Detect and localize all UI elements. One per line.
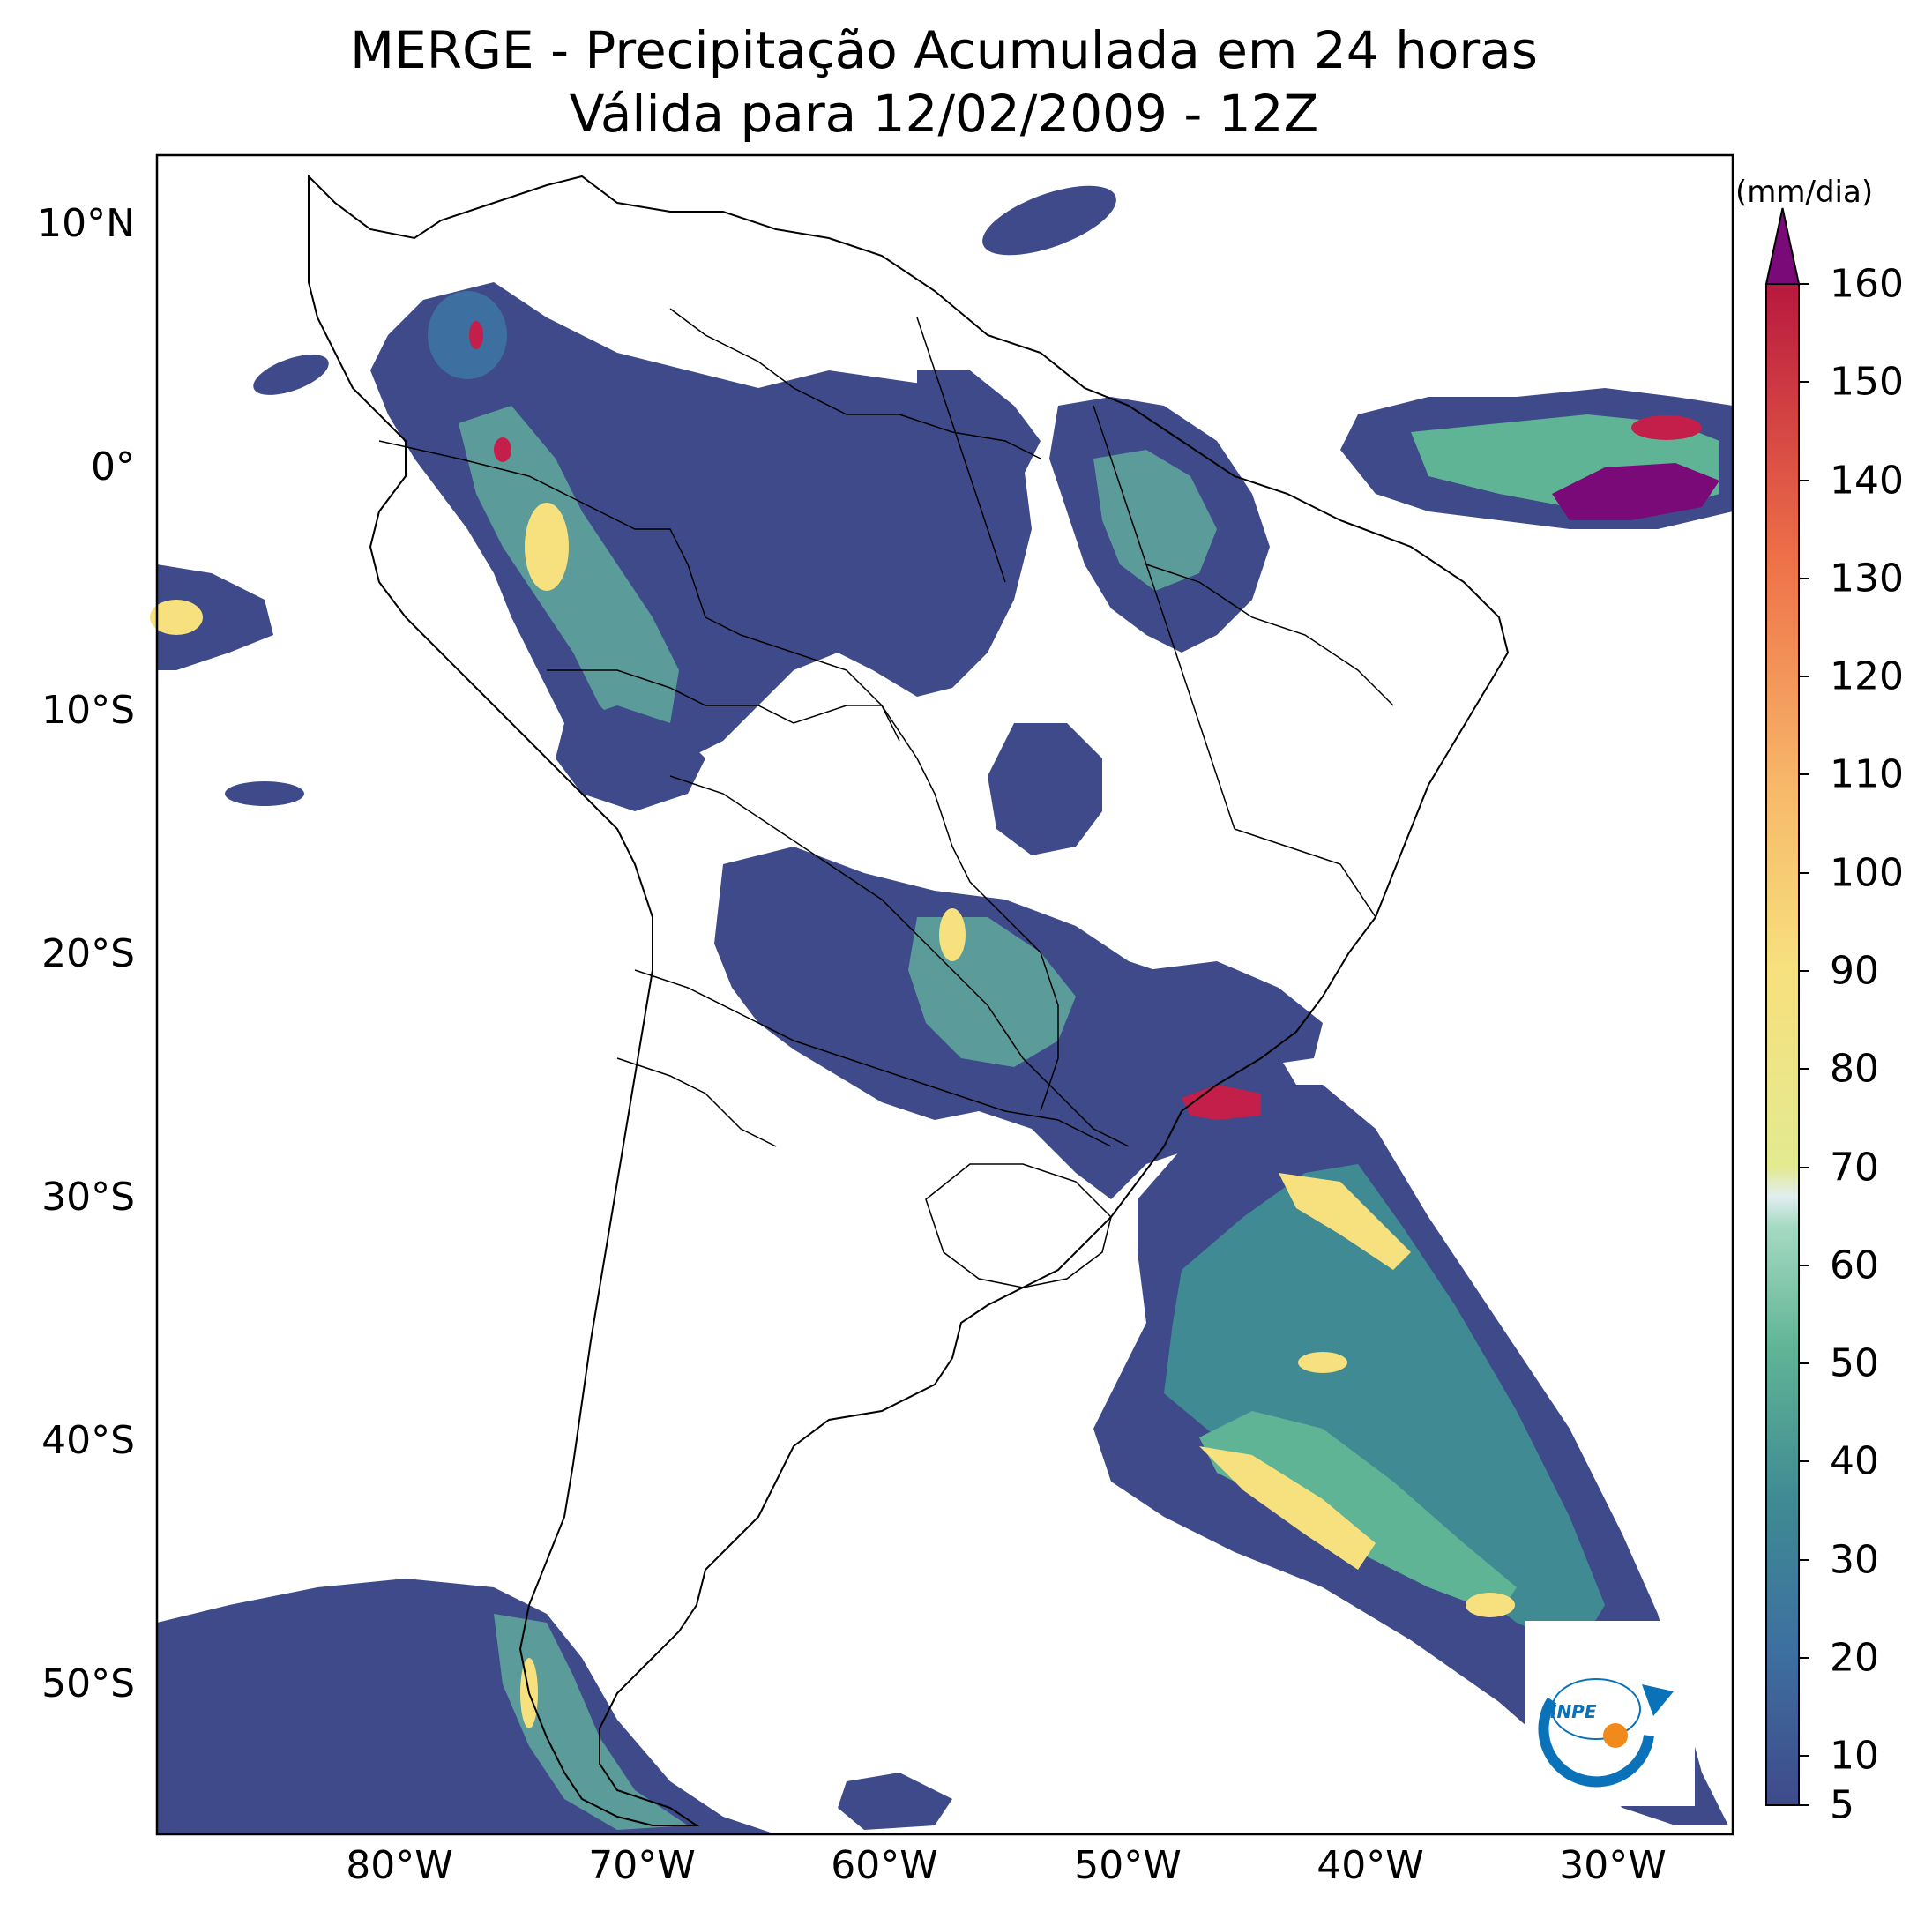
- colorbar-tick-label: 30: [1830, 1537, 1879, 1583]
- colorbar-tick-label: 50: [1830, 1340, 1879, 1386]
- colorbar-tick-label: 90: [1830, 948, 1879, 994]
- lon-label-60w: 60°W: [831, 1843, 938, 1888]
- colorbar-tick-label: 130: [1830, 556, 1904, 601]
- inpe-logo: INPE: [1525, 1621, 1695, 1806]
- precip-pacific-west: [157, 564, 273, 670]
- colorbar-tick-label: 20: [1830, 1635, 1879, 1681]
- lon-label-50w: 50°W: [1074, 1843, 1182, 1888]
- colorbar-tick-label: 70: [1830, 1145, 1879, 1191]
- colorbar-tick-mark: [1799, 1755, 1809, 1758]
- colorbar-tick-mark: [1799, 1657, 1809, 1660]
- colorbar-tick-label: 160: [1830, 261, 1904, 307]
- precip-amazon-red: [494, 437, 511, 462]
- precip-patagonia-core: [494, 1614, 688, 1830]
- lat-label-10n: 10°N: [37, 201, 135, 246]
- colorbar-tick-mark: [1799, 479, 1809, 481]
- colorbar-tick-label: 60: [1830, 1243, 1879, 1288]
- precip-roraima: [917, 370, 1041, 476]
- precip-atlantic-spot2: [1466, 1593, 1515, 1617]
- precip-malvinas: [838, 1773, 952, 1830]
- colorbar-tick-label: 120: [1830, 653, 1904, 699]
- colorbar-tick-mark: [1799, 970, 1809, 973]
- country-borders: [378, 308, 1394, 1288]
- colorbar-tick-mark: [1799, 871, 1809, 874]
- precip-atlantic-max2: [1279, 1173, 1411, 1270]
- precip-atlantic-max: [1199, 1446, 1376, 1570]
- colorbar-tick-label: 100: [1830, 850, 1904, 896]
- colorbar-tick-mark: [1799, 676, 1809, 678]
- colorbar-tick-mark: [1799, 381, 1809, 384]
- map-subtitle: Válida para 12/02/2009 - 12Z: [569, 84, 1319, 144]
- precip-colombia: [428, 291, 507, 379]
- colorbar-unit: (mm/dia): [1735, 175, 1874, 210]
- map-title: MERGE - Precipitação Acumulada em 24 hor…: [350, 20, 1538, 80]
- lon-label-80w: 80°W: [346, 1843, 453, 1888]
- precip-central: [988, 723, 1102, 855]
- inpe-logo-text: INPE: [1550, 1701, 1597, 1722]
- colorbar-tick-mark: [1799, 773, 1809, 776]
- precip-itcz-peak: [1552, 463, 1719, 520]
- lat-label-30s: 30°S: [41, 1175, 135, 1220]
- colorbar-extend-arrow: [1764, 207, 1801, 285]
- colorbar: [1764, 207, 1801, 1806]
- precip-atlantic-inner: [1199, 1411, 1517, 1614]
- colorbar-tick-mark: [1799, 283, 1809, 285]
- precip-atlantic-core: [1164, 1164, 1605, 1649]
- precip-ms-yellow: [939, 908, 966, 961]
- colorbar-tick-label: 10: [1830, 1733, 1879, 1779]
- precip-amazon-west: [370, 282, 1032, 794]
- colorbar-tick-label: 150: [1830, 359, 1904, 405]
- precip-sp: [1146, 961, 1323, 1067]
- lon-label-30w: 30°W: [1559, 1843, 1667, 1888]
- colorbar-tick-mark: [1799, 1362, 1809, 1365]
- precip-amazon-core: [459, 406, 679, 741]
- colorbar-tick-label: 140: [1830, 458, 1904, 504]
- precip-pacific-west-core: [150, 600, 203, 635]
- map-frame: [155, 153, 1734, 1836]
- colorbar-tick-mark: [1799, 1558, 1809, 1561]
- colorbar-tick-mark: [1799, 1804, 1809, 1806]
- lon-label-40w: 40°W: [1317, 1843, 1424, 1888]
- lat-label-20s: 20°S: [41, 931, 135, 976]
- colorbar-tick-label: 80: [1830, 1046, 1879, 1092]
- south-america-outline: [308, 174, 1510, 1826]
- precip-pacific-spot2: [225, 781, 304, 806]
- precip-pacific-spot: [253, 355, 329, 395]
- colorbar-tick-label: 40: [1830, 1438, 1879, 1484]
- colorbar-tick-mark: [1799, 1460, 1809, 1463]
- colorbar-tick-mark: [1799, 577, 1809, 579]
- precip-atlantic-spot: [1298, 1352, 1347, 1373]
- colorbar-tick-mark: [1799, 1166, 1809, 1168]
- precip-south-pacific: [157, 1579, 776, 1834]
- lat-label-50s: 50°S: [41, 1661, 135, 1706]
- precip-para-core: [1093, 450, 1217, 591]
- colorbar-tick-mark: [1799, 1068, 1809, 1071]
- colorbar-tick-mark: [1799, 1264, 1809, 1266]
- precip-colombia-red: [469, 321, 483, 349]
- precip-bolivia: [556, 705, 705, 811]
- lat-label-0: 0°: [91, 444, 135, 489]
- colorbar-tick-label: 5: [1830, 1782, 1854, 1828]
- precip-itcz-red: [1631, 415, 1702, 440]
- precip-itcz-north: [982, 185, 1116, 256]
- precip-amazon-yellow: [525, 503, 569, 591]
- precip-sc-red: [1182, 1085, 1261, 1120]
- colorbar-bar: [1765, 283, 1800, 1806]
- colorbar-tick-label: 110: [1830, 751, 1904, 797]
- lat-label-10s: 10°S: [41, 688, 135, 733]
- precip-field: [150, 185, 1733, 1834]
- lat-label-40s: 40°S: [41, 1418, 135, 1463]
- lon-label-70w: 70°W: [588, 1843, 696, 1888]
